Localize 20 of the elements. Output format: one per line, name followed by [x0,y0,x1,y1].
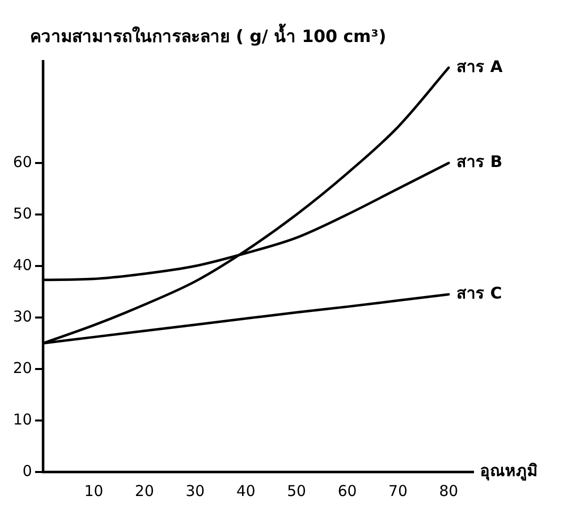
series-label: สาร B [456,152,502,172]
y-tick-label: 50 [12,204,32,222]
x-tick-label: 60 [338,482,357,500]
x-tick-label: 40 [236,482,256,500]
y-tick-label: 20 [12,358,32,377]
x-tick-label: 10 [84,482,104,500]
x-tick-label: 50 [287,482,306,500]
y-tick-label: 10 [12,410,32,428]
y-tick-label: 0 [22,462,32,480]
x-tick-label: 20 [134,482,154,500]
y-tick-label: 60 [12,152,32,171]
x-axis-title: อุณหภูมิ [480,461,538,482]
y-tick-label: 40 [12,256,32,274]
y-tick-label: 30 [12,307,32,326]
y-axis-title: ความสามารถในการละลาย ( g/ น้ำ 100 cm³) [30,22,386,47]
series-label: สาร A [456,56,504,76]
series-label: สาร C [456,283,502,302]
x-tick-label: 70 [388,482,408,500]
x-tick-label: 80 [439,482,458,500]
x-tick-label: 30 [186,482,205,500]
